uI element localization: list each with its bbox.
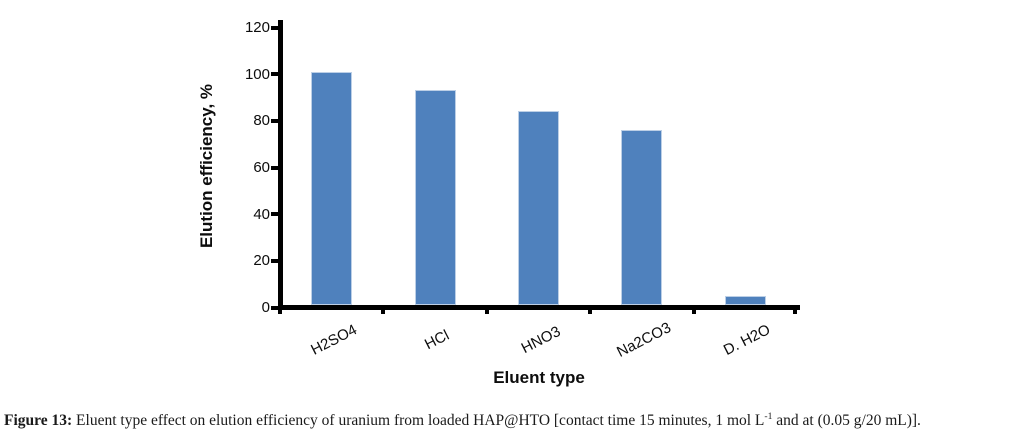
bar-hcl <box>414 90 456 305</box>
figure-caption-superscript: -1 <box>764 410 773 422</box>
elution-efficiency-bar-chart: Elution efficiency, % 0 20 40 60 80 100 120 H2… <box>197 19 800 387</box>
x-category-label: HNO3 <box>518 322 563 358</box>
figure-caption-text-end: and at (0.05 g/20 mL)]. <box>772 412 921 429</box>
y-tick-label: 20 <box>253 252 270 270</box>
y-tick-label: 100 <box>244 65 270 83</box>
y-axis-line <box>278 20 283 310</box>
figure-caption-text: Eluent type effect on elution efficiency… <box>72 412 765 429</box>
bar-d-h2o <box>724 295 766 305</box>
x-axis-line <box>278 305 800 310</box>
y-tick-label: 60 <box>253 159 270 176</box>
y-tick <box>271 25 279 30</box>
y-tick <box>271 72 279 77</box>
bar-hno3 <box>518 111 559 305</box>
y-tick-label: 120 <box>244 19 270 36</box>
y-tick-label: 0 <box>261 299 270 316</box>
x-category-label: H2SO4 <box>307 321 360 359</box>
y-tick <box>271 212 279 217</box>
bar-h2so4 <box>311 71 353 305</box>
figure-caption-label: Figure 13: <box>4 412 73 429</box>
y-tick <box>271 258 279 263</box>
bar-na2co3 <box>621 130 663 305</box>
x-category-label: D. H2O <box>721 321 774 359</box>
y-tick <box>271 118 279 123</box>
x-category-label: Na2CO3 <box>614 319 674 361</box>
y-tick-label: 80 <box>253 112 270 130</box>
y-tick-label: 40 <box>253 205 270 223</box>
x-category-label: HCl <box>422 326 453 354</box>
y-tick <box>271 165 279 170</box>
y-axis-title: Elution efficiency, % <box>197 83 216 249</box>
y-tick <box>271 305 279 310</box>
figure-caption: Figure 13: Eluent type effect on elution… <box>4 410 1020 431</box>
x-axis-title: Eluent type <box>493 368 585 387</box>
